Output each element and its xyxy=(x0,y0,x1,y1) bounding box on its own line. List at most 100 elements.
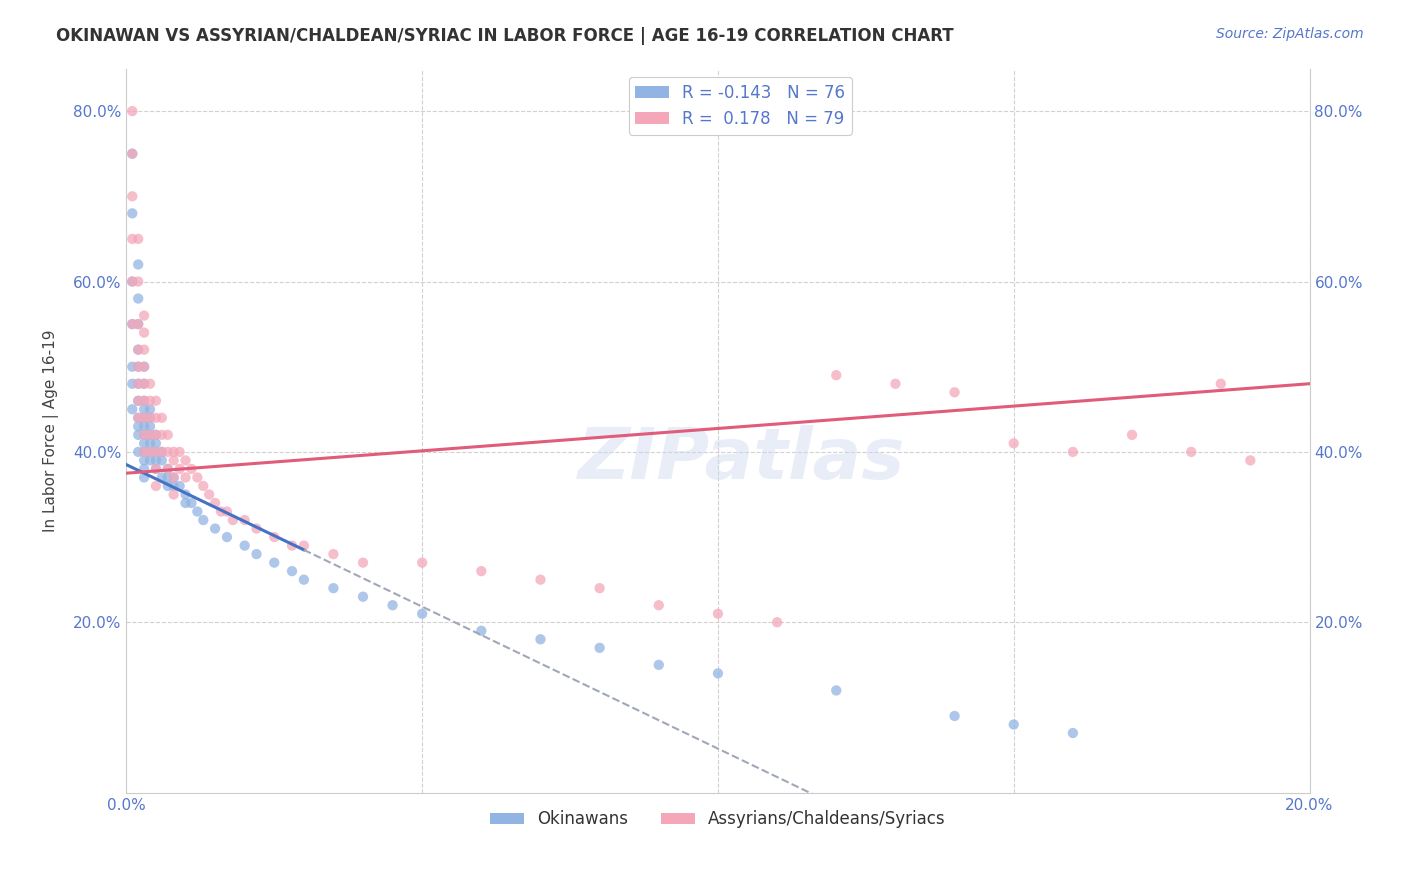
Point xyxy=(263,530,285,544)
Point xyxy=(145,436,167,450)
Point xyxy=(134,427,156,442)
Point xyxy=(134,359,156,374)
Point xyxy=(352,556,374,570)
Point xyxy=(204,522,226,536)
Point xyxy=(145,462,167,476)
Point xyxy=(150,453,173,467)
Point xyxy=(1121,427,1143,442)
Point xyxy=(648,599,671,613)
Point xyxy=(156,479,179,493)
Point xyxy=(766,615,789,630)
Point xyxy=(352,590,374,604)
Point xyxy=(139,453,162,467)
Point xyxy=(174,453,197,467)
Point xyxy=(145,445,167,459)
Point xyxy=(470,564,492,578)
Point xyxy=(204,496,226,510)
Text: Source: ZipAtlas.com: Source: ZipAtlas.com xyxy=(1216,27,1364,41)
Point xyxy=(139,402,162,417)
Point xyxy=(198,487,221,501)
Point xyxy=(156,445,179,459)
Point xyxy=(134,376,156,391)
Point xyxy=(121,232,143,246)
Point xyxy=(588,581,610,595)
Point xyxy=(186,504,208,518)
Point xyxy=(233,539,256,553)
Point xyxy=(174,470,197,484)
Point xyxy=(169,479,191,493)
Point xyxy=(163,470,186,484)
Point xyxy=(156,470,179,484)
Point xyxy=(1209,376,1232,391)
Point xyxy=(156,462,179,476)
Point xyxy=(150,445,173,459)
Point xyxy=(411,556,433,570)
Point xyxy=(139,393,162,408)
Point xyxy=(127,376,149,391)
Point xyxy=(145,410,167,425)
Point xyxy=(215,504,238,518)
Point xyxy=(134,410,156,425)
Point xyxy=(121,402,143,417)
Point xyxy=(127,232,149,246)
Point xyxy=(139,445,162,459)
Point xyxy=(134,453,156,467)
Point xyxy=(150,470,173,484)
Point xyxy=(322,581,344,595)
Point xyxy=(529,632,551,647)
Point xyxy=(139,427,162,442)
Point xyxy=(134,309,156,323)
Point xyxy=(134,436,156,450)
Point xyxy=(127,275,149,289)
Point xyxy=(127,317,149,331)
Point xyxy=(707,666,730,681)
Point xyxy=(121,104,143,119)
Point xyxy=(134,402,156,417)
Point xyxy=(1062,445,1084,459)
Point xyxy=(163,470,186,484)
Point xyxy=(127,257,149,271)
Point xyxy=(1180,445,1202,459)
Point xyxy=(292,573,315,587)
Point xyxy=(529,573,551,587)
Point xyxy=(1239,453,1261,467)
Point xyxy=(145,445,167,459)
Point xyxy=(707,607,730,621)
Point xyxy=(121,189,143,203)
Point xyxy=(156,462,179,476)
Point xyxy=(127,419,149,434)
Point xyxy=(139,410,162,425)
Point xyxy=(139,419,162,434)
Point xyxy=(127,393,149,408)
Point xyxy=(139,376,162,391)
Point xyxy=(245,522,267,536)
Point xyxy=(127,359,149,374)
Point xyxy=(174,487,197,501)
Point xyxy=(193,513,215,527)
Point xyxy=(825,368,848,383)
Point xyxy=(163,479,186,493)
Point xyxy=(411,607,433,621)
Point xyxy=(134,445,156,459)
Point xyxy=(134,410,156,425)
Point xyxy=(163,453,186,467)
Point xyxy=(134,419,156,434)
Point xyxy=(648,657,671,672)
Point xyxy=(121,206,143,220)
Point xyxy=(134,462,156,476)
Point xyxy=(121,317,143,331)
Point xyxy=(180,462,202,476)
Point xyxy=(121,146,143,161)
Point xyxy=(145,393,167,408)
Point xyxy=(245,547,267,561)
Point xyxy=(292,539,315,553)
Point xyxy=(174,496,197,510)
Point xyxy=(127,343,149,357)
Point xyxy=(134,427,156,442)
Point xyxy=(127,393,149,408)
Point xyxy=(169,445,191,459)
Point xyxy=(281,539,304,553)
Point xyxy=(121,146,143,161)
Point xyxy=(121,359,143,374)
Point xyxy=(134,393,156,408)
